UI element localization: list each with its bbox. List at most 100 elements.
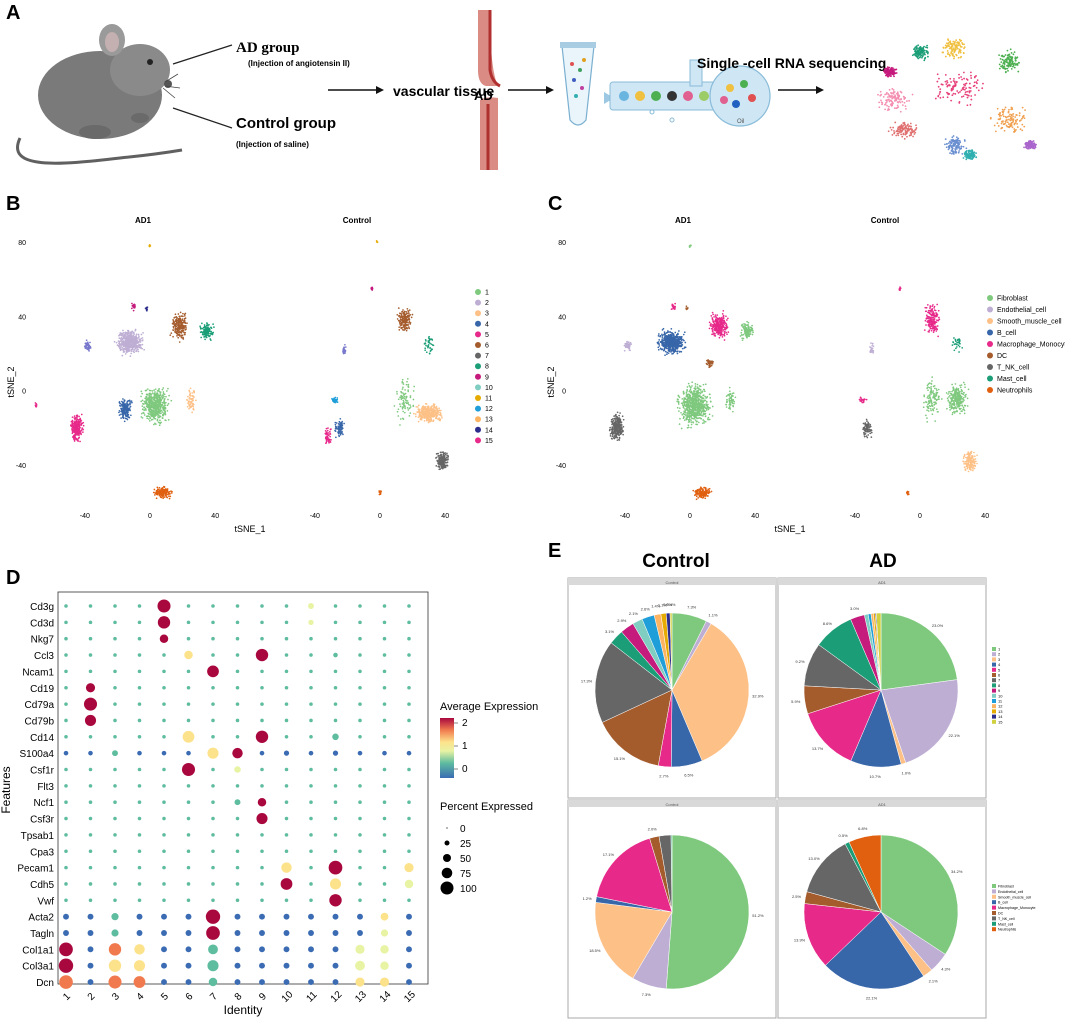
thumb-point bbox=[904, 97, 907, 99]
thumb-point bbox=[1006, 119, 1008, 121]
thumb-point bbox=[887, 99, 890, 101]
legend-label: 1 bbox=[485, 290, 489, 297]
thumb-point bbox=[892, 73, 894, 75]
tsne-point bbox=[438, 413, 441, 416]
tsne-point bbox=[154, 412, 156, 415]
thumb-point bbox=[957, 143, 960, 145]
thumb-point bbox=[952, 86, 954, 88]
thumb-point bbox=[1007, 123, 1010, 125]
tsne-point bbox=[35, 402, 38, 405]
tsne-point bbox=[138, 344, 141, 347]
tsne-point bbox=[177, 321, 180, 324]
tsne-point bbox=[401, 403, 404, 405]
tsne-point bbox=[141, 399, 144, 402]
tsne-point bbox=[166, 493, 169, 496]
thumb-point bbox=[960, 55, 963, 58]
thumb-point bbox=[1004, 115, 1007, 118]
tsne-point bbox=[78, 418, 81, 421]
tsne-point bbox=[161, 411, 164, 413]
tsne-point bbox=[406, 378, 409, 380]
thumb-point bbox=[1001, 113, 1004, 116]
tsne-point bbox=[177, 324, 179, 327]
thumb-point bbox=[999, 57, 1002, 60]
thumb-point bbox=[1008, 108, 1010, 111]
tsne-point bbox=[415, 405, 418, 408]
tsne-point bbox=[675, 340, 678, 343]
tsne-point bbox=[146, 309, 148, 312]
x-tick-label: -40 bbox=[850, 513, 860, 520]
tsne-point bbox=[118, 410, 121, 412]
tsne-point bbox=[661, 344, 664, 347]
tsne-point bbox=[407, 386, 410, 388]
tsne-point bbox=[119, 337, 121, 340]
tsne-point bbox=[669, 331, 672, 334]
tsne-point bbox=[80, 429, 82, 432]
tsne-point bbox=[124, 345, 127, 348]
thumb-point bbox=[925, 49, 928, 52]
tsne-point bbox=[179, 334, 181, 337]
tsne-point bbox=[334, 421, 337, 424]
thumb-point bbox=[993, 124, 996, 127]
tsne-point bbox=[164, 402, 166, 405]
tsne-point bbox=[143, 409, 146, 412]
thumb-point bbox=[952, 88, 954, 91]
tsne-point bbox=[74, 433, 77, 436]
thumb-point bbox=[957, 91, 960, 94]
thumb-point bbox=[1021, 129, 1024, 132]
tsne-point bbox=[206, 322, 209, 325]
tsne-point bbox=[192, 397, 194, 400]
tsne-point bbox=[77, 429, 79, 432]
tsne-point bbox=[666, 351, 669, 354]
thumb-point bbox=[964, 84, 967, 87]
tsne-point bbox=[141, 405, 144, 407]
tsne-point bbox=[659, 334, 662, 337]
tsne-point bbox=[435, 405, 438, 408]
thumb-point bbox=[962, 71, 965, 74]
legend-label: 8 bbox=[485, 364, 489, 371]
thumb-point bbox=[956, 41, 958, 44]
tsne-point bbox=[431, 339, 434, 341]
thumb-point bbox=[1016, 118, 1019, 121]
thumb-point bbox=[919, 53, 922, 56]
tsne-point bbox=[399, 403, 401, 405]
tsne-point bbox=[128, 341, 131, 343]
tsne-point bbox=[410, 316, 413, 319]
thumb-point bbox=[886, 67, 889, 70]
tsne-point bbox=[127, 407, 129, 410]
tsne-point bbox=[432, 409, 435, 411]
tsne-point bbox=[180, 323, 183, 325]
tsne-point bbox=[77, 420, 80, 423]
tsne-point bbox=[80, 432, 82, 435]
tsne-point bbox=[343, 346, 346, 349]
tsne-point bbox=[122, 329, 124, 332]
tsne-point bbox=[431, 414, 434, 417]
tsne-point bbox=[74, 427, 76, 430]
tsne-point bbox=[71, 436, 74, 438]
tsne-point bbox=[409, 412, 412, 414]
thumb-point bbox=[887, 75, 889, 78]
tsne-point bbox=[671, 353, 673, 355]
tsne-point bbox=[337, 432, 340, 435]
thumb-point bbox=[1001, 108, 1004, 111]
tsne-point bbox=[375, 239, 378, 242]
thumb-point bbox=[918, 49, 921, 52]
tsne-point bbox=[338, 421, 341, 423]
tsne-point bbox=[134, 328, 137, 331]
tsne-point bbox=[401, 388, 404, 390]
thumb-point bbox=[1012, 119, 1014, 121]
tsne-point bbox=[142, 339, 144, 341]
thumb-point bbox=[937, 95, 940, 98]
thumb-point bbox=[1013, 128, 1016, 130]
thumb-point bbox=[1008, 118, 1010, 121]
tsne-point bbox=[397, 415, 400, 417]
tsne-point bbox=[441, 467, 444, 470]
thumb-point bbox=[899, 90, 902, 93]
tsne-point bbox=[407, 389, 409, 391]
thumb-point bbox=[950, 42, 953, 45]
tsne-point bbox=[163, 496, 166, 498]
tsne-point bbox=[396, 390, 398, 393]
panel-label-b: B bbox=[6, 193, 21, 215]
thumb-point bbox=[949, 152, 951, 154]
legend-label: 9 bbox=[485, 374, 489, 381]
x-tick-label: 0 bbox=[918, 513, 922, 520]
